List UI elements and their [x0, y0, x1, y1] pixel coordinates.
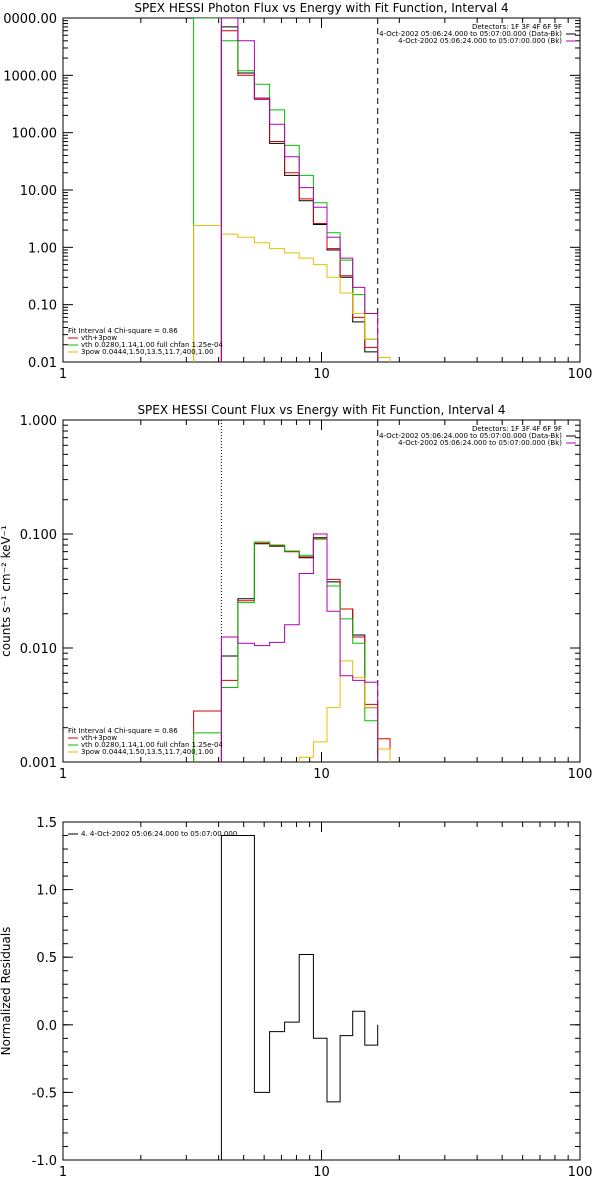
y-tick-label: 1.5 — [36, 816, 57, 831]
legend-bottom-left-text: vth+3pow — [81, 334, 117, 342]
chart-title: SPEX HESSI Count Flux vs Energy with Fit… — [137, 403, 505, 417]
legend-top-right-text: Detectors: 1F 3F 4F 6F 9F — [472, 23, 562, 31]
series-1-step-line — [220, 26, 379, 362]
legend-bottom-left-text: vth+3pow — [81, 734, 117, 742]
legend-top-right-text: 4-Oct-2002 05:06:24.000 to 05:07:00.000 … — [379, 30, 562, 38]
x-tick-label: 100 — [568, 767, 593, 782]
chart-panel-2: SPEX HESSI Count Flux vs Energy with Fit… — [0, 403, 593, 782]
series-3-step-line — [193, 538, 379, 762]
plot-frame — [62, 17, 581, 363]
chart-panel-1: SPEX HESSI Photon Flux vs Energy with Fi… — [3, 1, 592, 382]
y-tick-label: 1000.00 — [3, 69, 57, 84]
y-tick-label: 1.000 — [20, 414, 57, 429]
legend-text: 4. 4-Oct-2002 05:06:24.000 to 05:07:00.0… — [81, 830, 237, 838]
y-tick-label: -0.5 — [32, 1086, 57, 1101]
y-tick-label: 0.0 — [36, 1019, 57, 1034]
y-axis-label: Normalized Residuals — [0, 927, 13, 1056]
y-tick-label: 1.00 — [28, 241, 57, 256]
x-tick-label: 1 — [59, 367, 67, 382]
y-tick-label: 0000.00 — [3, 12, 57, 27]
y-axis-label: counts s⁻¹ cm⁻² keV⁻¹ — [0, 525, 13, 657]
y-tick-label: 0.01 — [28, 356, 57, 371]
series-5-step-line — [220, 533, 379, 762]
plot-frame — [62, 821, 581, 1161]
y-tick-label: 0.010 — [20, 642, 57, 657]
plot-area — [193, 18, 391, 362]
legend-bottom-left-text: vth 0.0280,1.14,1.00 full chfan 1.25e-04 — [81, 741, 223, 749]
legend-top-right-text: 4-Oct-2002 05:06:24.000 to 05:07:00.000 … — [398, 37, 562, 45]
y-tick-label: 10.00 — [20, 184, 57, 199]
series-2-step-line — [193, 537, 391, 762]
legend-bottom-left-text: 3pow 0.0444,1.50,13.5,11.7,400,1.00 — [81, 748, 213, 756]
series-5-step-line — [220, 18, 379, 362]
legend-top-right-text: Detectors: 1F 3F 4F 6F 9F — [472, 425, 562, 433]
legend-bottom-left-text: Fit Interval 4 Chi-square = 0.86 — [68, 327, 178, 335]
legend-bottom-left-text: Fit Interval 4 Chi-square = 0.86 — [68, 727, 178, 735]
x-tick-label: 100 — [568, 367, 593, 382]
chart-title: SPEX HESSI Photon Flux vs Energy with Fi… — [134, 1, 508, 15]
y-tick-label: 1.0 — [36, 884, 57, 899]
x-tick-label: 1 — [59, 1165, 67, 1180]
series-1-step-line — [220, 835, 379, 1160]
plot-area — [220, 835, 379, 1160]
x-tick-label: 10 — [313, 767, 330, 782]
legend-bottom-left-text: vth 0.0280,1.14,1.00 full chfan 1.25e-04 — [81, 341, 223, 349]
x-tick-label: 10 — [313, 1165, 330, 1180]
y-tick-label: 100.00 — [12, 127, 58, 142]
series-4-step-line — [193, 225, 391, 362]
legend-top-right-text: 4-Oct-2002 05:06:24.000 to 05:07:00.000 … — [379, 432, 562, 440]
legend-top-right-text: 4-Oct-2002 05:06:24.000 to 05:07:00.000 … — [398, 439, 562, 447]
legend-bottom-left-text: 3pow 0.0444,1.50,13.5,11.7,400,1.00 — [81, 348, 213, 356]
series-1-step-line — [220, 537, 379, 762]
x-tick-label: 10 — [313, 367, 330, 382]
plot-frame — [62, 419, 581, 763]
plot-area — [193, 420, 391, 762]
y-tick-label: 0.001 — [20, 756, 57, 771]
y-tick-label: 0.10 — [28, 299, 57, 314]
x-tick-label: 1 — [59, 767, 67, 782]
y-tick-label: 0.100 — [20, 528, 57, 543]
chart-panel-3: Normalized Residuals 1 10 100 -1.0 -0.5 0.0 0.5… — [0, 816, 592, 1180]
y-tick-label: -1.0 — [32, 1154, 57, 1169]
x-tick-label: 100 — [568, 1165, 593, 1180]
y-tick-label: 0.5 — [36, 951, 57, 966]
